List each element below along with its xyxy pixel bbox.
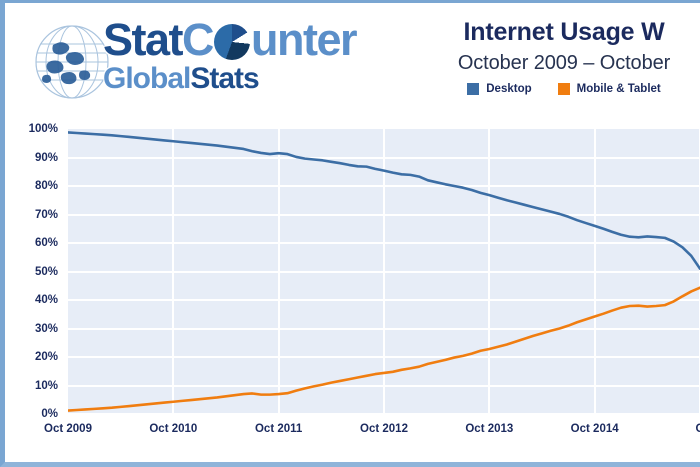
gridline-vertical — [277, 129, 280, 414]
gridline-vertical — [172, 129, 175, 414]
y-axis-tick-label: 60% — [34, 237, 58, 249]
legend-label-mobile-tablet: Mobile & Tablet — [576, 83, 661, 95]
logo-line-1: StatC unter — [103, 15, 433, 65]
legend-item-mobile-tablet[interactable]: Mobile & Tablet — [557, 83, 661, 95]
y-axis-tick-label: 20% — [34, 351, 58, 363]
x-axis-tick-label: Oct 2013 — [465, 423, 514, 435]
statcounter-logo: StatC unter GlobalStats — [25, 11, 425, 107]
pie-chart-icon — [214, 24, 251, 60]
y-axis-tick-label: 100% — [28, 123, 58, 135]
legend-item-desktop[interactable]: Desktop — [467, 83, 532, 95]
x-axis-tick-label: Oct 2011 — [254, 423, 303, 435]
x-axis-tick-label: Oct 2010 — [149, 423, 198, 435]
logo-c-text: C — [182, 14, 215, 65]
logo-line-2: GlobalStats — [103, 63, 433, 95]
y-axis-tick-label: 30% — [34, 322, 58, 335]
y-axis-tick-label: 90% — [34, 151, 58, 164]
chart-legend: Desktop Mobile & Tablet — [354, 83, 700, 95]
chart-area: 100% 90% 80% 70% 60% 50% 40% 30% 20% 10% 0% Oct 200… — [5, 115, 700, 462]
logo-global-text: Global — [103, 62, 191, 95]
x-axis-tick-label: Oct 2012 — [360, 423, 408, 435]
logo-stats-text: Stats — [190, 62, 259, 95]
data-lines — [68, 129, 700, 414]
logo-stat-text: Stat — [103, 14, 184, 65]
y-axis-tick-label: 10% — [34, 379, 58, 392]
y-axis-tick-label: 80% — [34, 180, 58, 192]
legend-swatch-mobile-tablet — [557, 83, 570, 95]
logo-unter-text: unter — [251, 14, 358, 65]
gridline-vertical — [593, 129, 596, 414]
series-line-desktop — [68, 132, 700, 268]
x-axis-tick-label: Oct 2014 — [570, 423, 619, 435]
legend-label-desktop: Desktop — [486, 83, 532, 95]
statcounter-wordmark: StatC unter GlobalStats — [103, 15, 433, 95]
legend-swatch-desktop — [467, 83, 480, 95]
plot-area — [68, 129, 700, 414]
y-axis-tick-label: 40% — [34, 294, 58, 306]
x-axis-tick-label: O — [696, 423, 700, 435]
y-axis-tick-label: 50% — [34, 265, 58, 278]
globe-icon — [33, 23, 111, 101]
y-axis-tick-label: 70% — [34, 208, 58, 221]
title-block: Internet Usage W October 2009 – October … — [354, 17, 700, 95]
page-subtitle: October 2009 – October — [457, 52, 671, 74]
x-axis-tick-label: Oct 2009 — [44, 423, 92, 435]
gridline-vertical — [488, 129, 491, 414]
series-line-mobile-tablet — [68, 288, 700, 411]
page-title: Internet Usage W — [463, 18, 665, 46]
gridline-vertical — [383, 129, 385, 414]
y-axis-tick-label: 0% — [41, 408, 58, 420]
chart-header: StatC unter GlobalStats Internet Usage W … — [5, 3, 700, 115]
